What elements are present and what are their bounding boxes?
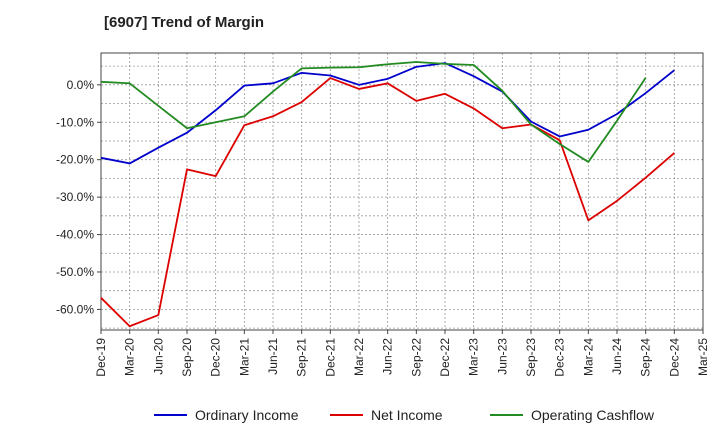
legend: Ordinary Income Net Income Operating Cashf… — [154, 407, 655, 423]
x-tick-label: Dec-19 — [94, 338, 108, 377]
x-tick-label: Mar-23 — [467, 338, 481, 376]
x-tick-label: Mar-25 — [696, 338, 710, 376]
x-tick-label: Jun-22 — [381, 338, 395, 375]
x-tick-label: Jun-23 — [495, 338, 509, 375]
x-tick-label: Sep-24 — [639, 338, 653, 377]
x-tick-label: Dec-23 — [553, 338, 567, 377]
y-tick-label: -60.0% — [56, 302, 94, 316]
x-tick-label: Mar-20 — [123, 338, 137, 376]
y-tick-label: -30.0% — [56, 190, 94, 204]
x-tick-label: Jun-21 — [266, 338, 280, 375]
plot-background — [101, 53, 703, 330]
series-line-net-income — [100, 77, 675, 328]
x-tick-label: Dec-20 — [209, 338, 223, 377]
y-tick-label: -40.0% — [56, 228, 94, 242]
x-tick-label: Mar-24 — [581, 338, 595, 376]
legend-label: Operating Cashflow — [531, 407, 655, 423]
chart-title: [6907] Trend of Margin — [104, 14, 265, 31]
series-line-operating-cashflow — [100, 61, 647, 163]
x-tick-label: Sep-22 — [409, 338, 423, 377]
x-tick-label: Mar-21 — [237, 338, 251, 376]
x-tick-label: Jun-20 — [151, 338, 165, 375]
x-tick-label: Dec-22 — [438, 338, 452, 377]
x-tick-label: Sep-20 — [180, 338, 194, 377]
series-line-ordinary-income — [100, 62, 675, 165]
y-tick-label: -20.0% — [56, 153, 94, 167]
y-tick-label: -50.0% — [56, 265, 94, 279]
x-tick-label: Sep-21 — [295, 338, 309, 377]
x-tick-label: Mar-22 — [352, 338, 366, 376]
y-tick-label: 0.0% — [67, 78, 95, 92]
plot-frame — [100, 52, 704, 331]
x-tick-label: Dec-24 — [667, 338, 681, 377]
x-tick-label: Sep-23 — [524, 338, 538, 377]
x-tick-label: Dec-21 — [323, 338, 337, 377]
y-tick-label: -10.0% — [56, 115, 94, 129]
x-tick-label: Jun-24 — [610, 338, 624, 375]
legend-label: Net Income — [371, 407, 443, 423]
legend-label: Ordinary Income — [195, 407, 299, 423]
